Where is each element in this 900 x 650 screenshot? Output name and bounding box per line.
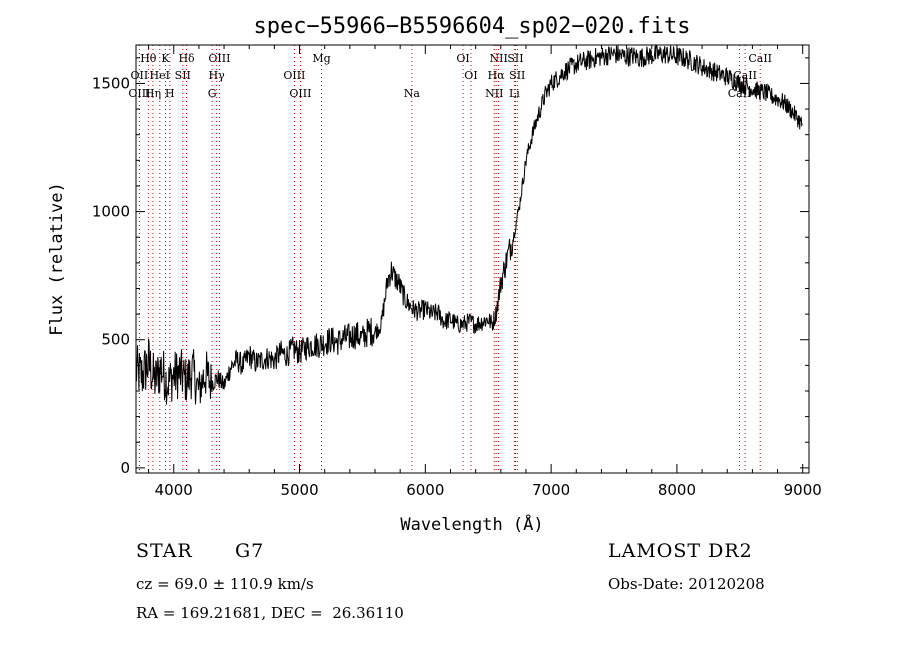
x-tick-label: 6000 [406,481,444,499]
x-axis-label: Wavelength (Å) [400,513,543,535]
marker-label: OIII [128,87,150,100]
y-axis-label: Flux (relative) [47,182,67,336]
marker-label: Hδ [178,52,195,65]
x-tick-label: 4000 [155,481,193,499]
obs-date-text: Obs-Date: 20120208 [608,575,765,593]
survey-name: LAMOST DR2 [608,540,753,562]
marker-label: Hα [488,69,506,82]
spectrum-series [135,44,803,405]
chart-title: spec−55966−B5596604_sp02−020.fits [253,14,690,39]
marker-label: HeI [150,69,170,82]
marker-label: OI [464,69,477,82]
x-tick-label: 9000 [784,481,822,499]
marker-label: CaII [748,52,772,65]
spectrum-line [135,44,803,405]
coordinates-text: RA = 169.21681, DEC = 26.36110 [136,604,404,622]
marker-label: OIII [208,52,230,65]
marker-label: Hη [145,87,161,100]
marker-label: NII [490,52,508,65]
redshift-text: cz = 69.0 ± 110.9 km/s [136,575,314,593]
object-class: STAR [136,540,193,562]
marker-label: H [165,87,175,100]
plot-frame [135,44,810,474]
marker-label: Hγ [209,69,226,82]
axis-ticks: 4000 5000 6000 7000 8000 9000 0 500 1000 1500 [92,45,822,499]
marker-label: G [208,87,217,100]
y-tick-label: 1000 [92,203,130,221]
marker-label: SII [175,69,191,82]
y-tick-label: 0 [120,459,130,477]
marker-label: Li [509,87,520,100]
marker-label: Mg [312,52,330,65]
marker-label: Na [404,87,421,100]
y-tick-label: 1500 [92,74,130,92]
marker-label: NII [485,87,503,100]
marker-label: OIII [289,87,311,100]
marker-label: OIII [283,69,305,82]
y-tick-label: 500 [101,331,130,349]
marker-label: Hθ [140,52,157,65]
marker-label: SII [507,52,523,65]
marker-label: OII [131,69,149,82]
x-tick-label: 7000 [532,481,570,499]
object-subclass: G7 [235,540,265,562]
marker-label: OI [456,52,469,65]
x-tick-label: 8000 [658,481,696,499]
x-tick-label: 5000 [280,481,318,499]
marker-label: K [161,52,170,65]
marker-label: SII [509,69,525,82]
